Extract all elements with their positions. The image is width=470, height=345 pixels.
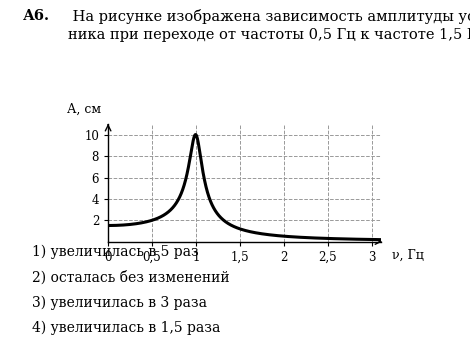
Text: 4) увеличилась в 1,5 раза: 4) увеличилась в 1,5 раза	[32, 321, 220, 335]
Text: А, см: А, см	[67, 103, 102, 116]
Text: А6.: А6.	[23, 9, 50, 23]
Text: ν, Гц: ν, Гц	[392, 249, 423, 262]
Text: 3) увеличилась в 3 раза: 3) увеличилась в 3 раза	[32, 295, 207, 310]
Text: 2) осталась без изменений: 2) осталась без изменений	[32, 270, 229, 284]
Text: 1) увеличилась в 5 раз: 1) увеличилась в 5 раз	[32, 245, 199, 259]
Text: На рисунке изображена зависимость амплитуды установившихся гармонических колебан: На рисунке изображена зависимость амплит…	[68, 9, 470, 42]
